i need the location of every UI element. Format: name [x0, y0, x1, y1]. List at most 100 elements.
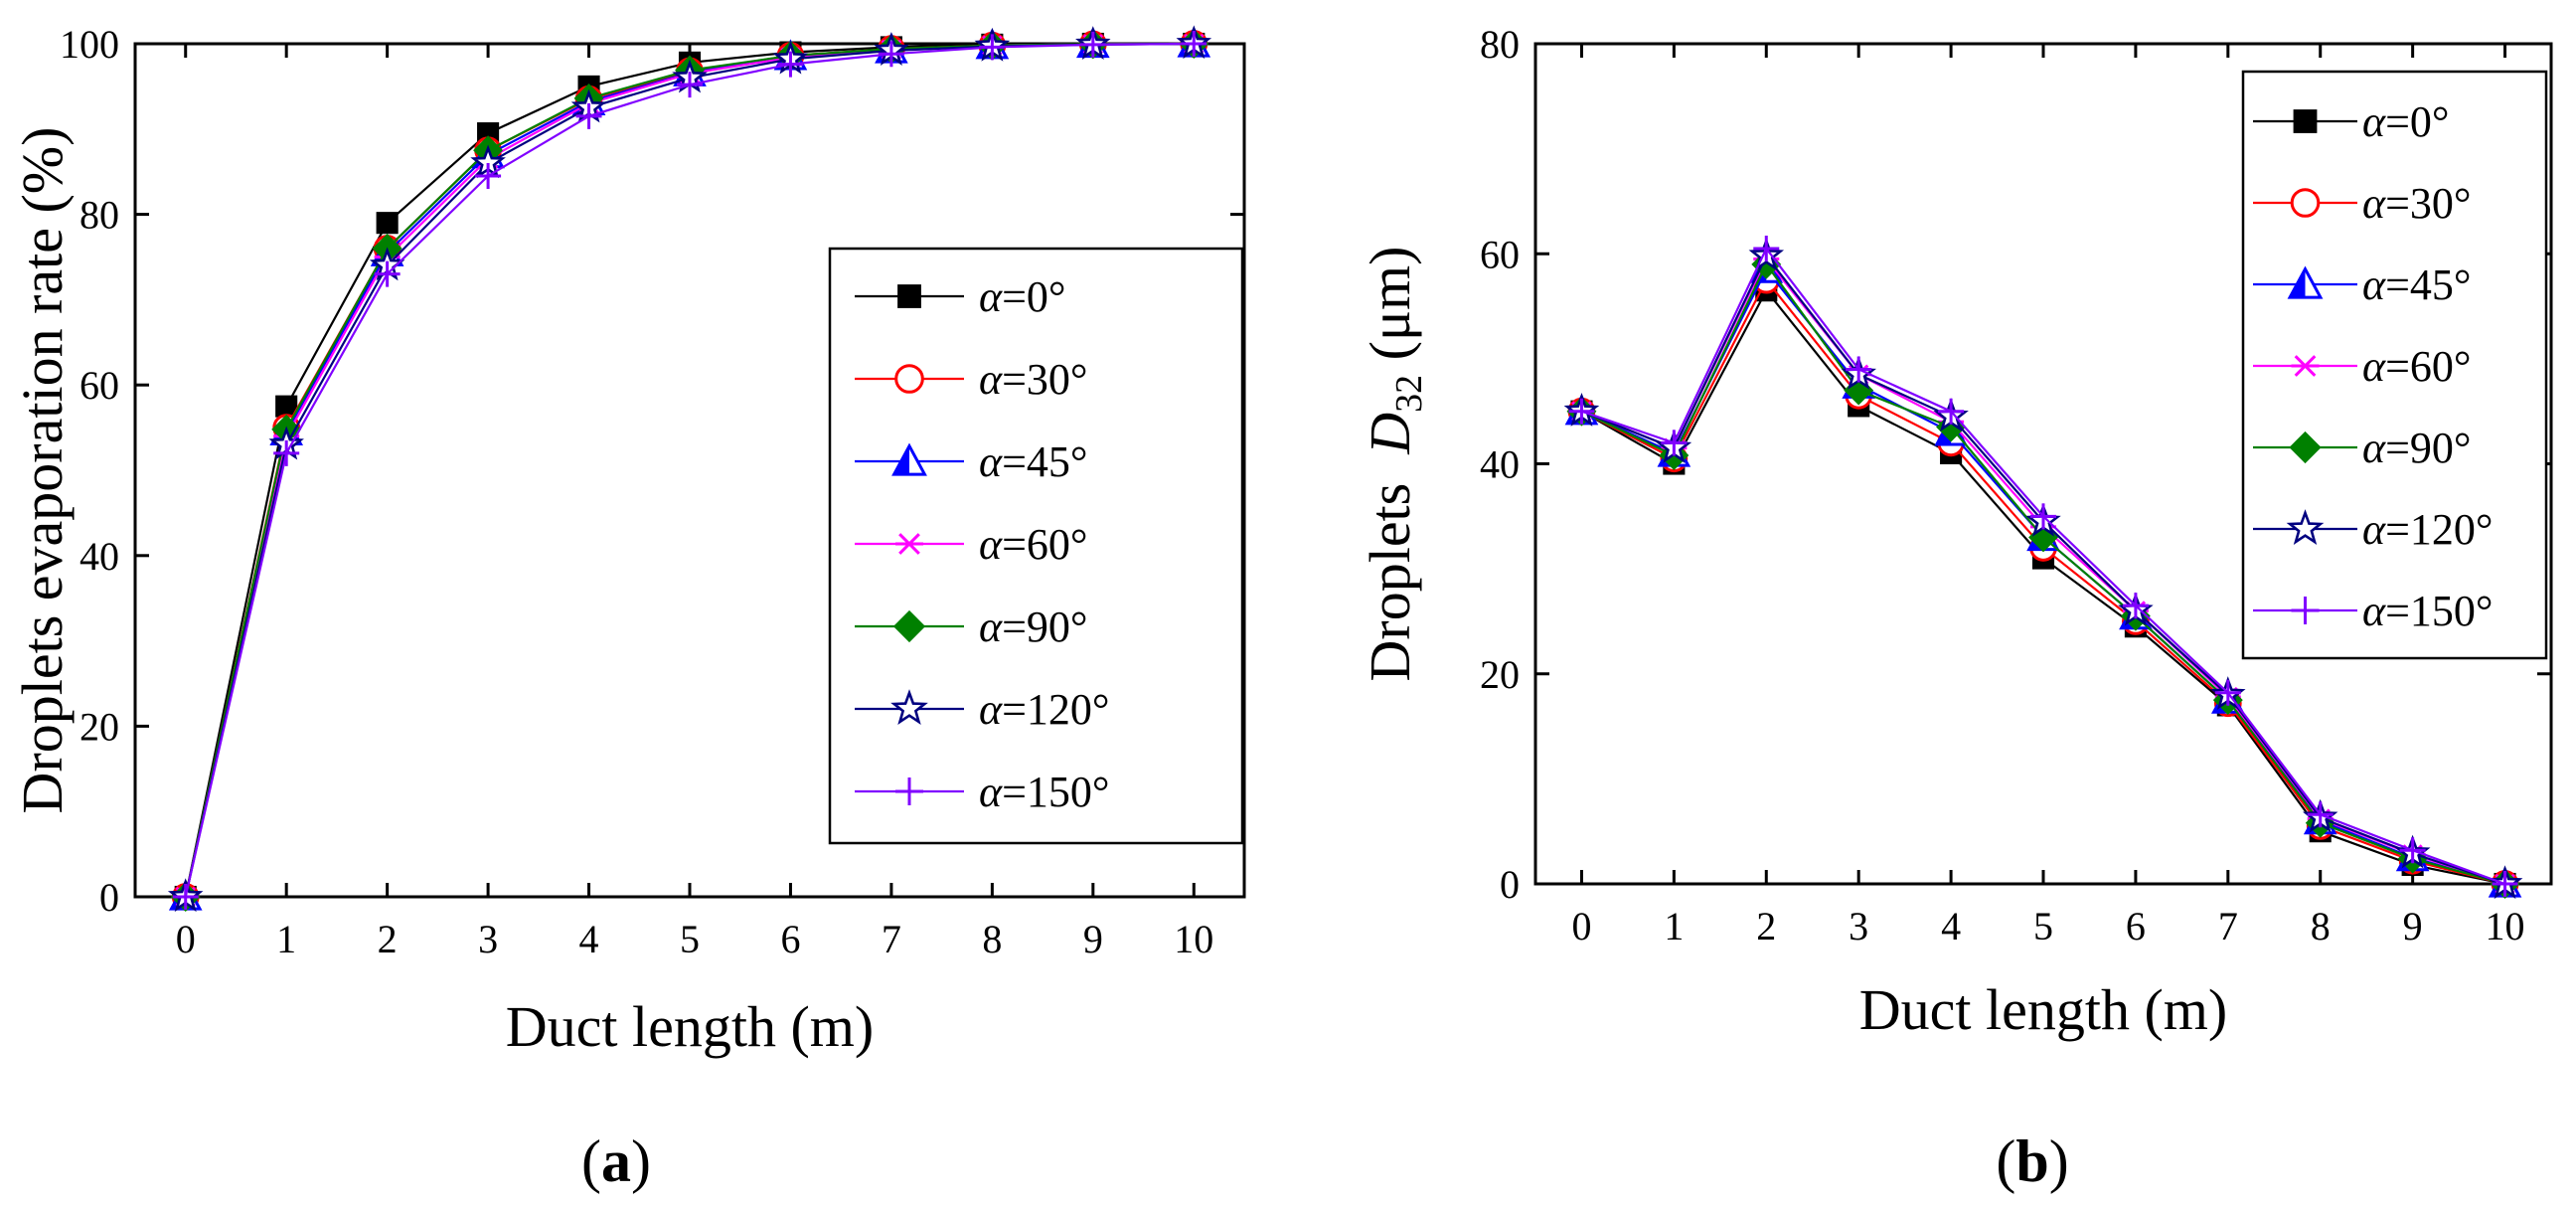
x-tick-label: 10	[2486, 904, 2525, 948]
legend-label-value: =0°	[2385, 97, 2449, 146]
marker-plus-4	[1938, 398, 1965, 425]
legend-item-6: α=150°	[855, 768, 1110, 816]
legend-label-value: =120°	[2385, 505, 2493, 554]
legend-item-1: α=30°	[855, 355, 1088, 404]
marker-plus-10	[2492, 871, 2518, 897]
marker-plus-9	[2399, 837, 2426, 864]
marker-square-filled-1	[275, 395, 298, 418]
marker-plus-4	[575, 102, 602, 129]
marker-circle-open-legend	[894, 364, 924, 394]
series-6	[172, 31, 1208, 910]
legend-box	[828, 247, 1244, 845]
legend-label-value: =30°	[1002, 355, 1087, 404]
legend-label: α=45°	[979, 437, 1088, 486]
x-tick-label: 5	[2033, 904, 2053, 948]
x-tick-label: 7	[882, 917, 901, 961]
legend-label-symbol: α	[979, 437, 1003, 486]
legend-label: α=45°	[2362, 260, 2472, 309]
legend-label: α=150°	[2362, 587, 2494, 635]
y-tick-label: 60	[80, 363, 119, 408]
legend-label-symbol: α	[2362, 97, 2386, 146]
y-axis-title-prefix: Droplets	[1358, 454, 1422, 682]
y-axis-title: Droplets evaporation rate (%)	[10, 127, 75, 814]
legend-item-3: α=60°	[2253, 342, 2472, 391]
x-tick-label: 6	[2126, 904, 2146, 948]
x-axis-title: Duct length (m)	[506, 994, 874, 1059]
legend-item-0: α=0°	[2253, 97, 2450, 146]
x-tick-label: 0	[1571, 904, 1591, 948]
x-tick-label: 5	[680, 917, 700, 961]
legend-item-2: α=45°	[855, 437, 1088, 486]
x-tick-label: 9	[1083, 917, 1103, 961]
legend-label-value: =150°	[2385, 587, 2493, 635]
legend-label-value: =60°	[2385, 342, 2471, 391]
y-tick-label: 80	[80, 193, 119, 238]
legend-label: α=120°	[979, 685, 1110, 734]
legend-label-value: =0°	[1002, 272, 1065, 321]
x-tick-label: 4	[1941, 904, 1961, 948]
y-tick-label: 0	[1500, 862, 1520, 907]
y-tick-label: 0	[99, 875, 119, 920]
panel-label-letter: b	[2015, 1128, 2048, 1194]
marker-plus-8	[979, 34, 1006, 61]
legend-label-symbol: α	[979, 768, 1003, 816]
x-tick-label: 4	[579, 917, 599, 961]
legend-label-symbol: α	[2362, 342, 2386, 391]
legend-label: α=0°	[979, 272, 1066, 321]
marker-plus-5	[677, 72, 703, 98]
x-tick-label: 9	[2403, 904, 2423, 948]
panel-label-open: (	[581, 1128, 601, 1194]
y-axis-title-subscript: 32	[1388, 375, 1430, 413]
y-tick-label: 20	[1480, 652, 1520, 697]
x-tick-label: 6	[780, 917, 800, 961]
y-tick-label: 100	[60, 22, 119, 67]
legend-label: α=90°	[2362, 424, 2472, 472]
x-tick-label: 1	[1664, 904, 1684, 948]
legend-label-symbol: α	[979, 272, 1003, 321]
marker-circle-open-legend	[2290, 188, 2321, 218]
legend-label: α=0°	[2362, 97, 2450, 146]
legend: α=0°α=30°α=45°α=60°α=90°α=120°α=150°	[2241, 70, 2548, 660]
legend-item-1: α=30°	[2253, 179, 2472, 228]
legend-label: α=60°	[979, 520, 1088, 569]
legend-label-symbol: α	[2362, 505, 2386, 554]
legend-label-symbol: α	[2362, 260, 2386, 309]
panel-label: (a)	[581, 1128, 651, 1194]
panel-label-close: )	[2049, 1128, 2069, 1194]
marker-plus-9	[1079, 31, 1106, 58]
x-tick-label: 3	[478, 917, 498, 961]
legend-label: α=60°	[2362, 342, 2472, 391]
marker-plus-1	[273, 439, 300, 466]
legend-label: α=120°	[2362, 505, 2494, 554]
legend-item-4: α=90°	[855, 603, 1088, 651]
legend-item-0: α=0°	[855, 272, 1066, 321]
legend-label-symbol: α	[979, 685, 1003, 734]
legend-label-value: =150°	[1002, 768, 1109, 816]
marker-plus-6	[2122, 593, 2149, 619]
y-axis-title-var: D	[1358, 413, 1422, 455]
legend-item-3: α=60°	[855, 520, 1088, 569]
marker-square-filled-legend	[897, 284, 921, 308]
x-tick-label: 8	[2311, 904, 2331, 948]
marker-plus-2	[374, 260, 401, 287]
legend-label-value: =45°	[2385, 260, 2471, 309]
x-tick-label: 8	[982, 917, 1002, 961]
legend-label: α=30°	[979, 355, 1088, 404]
legend-label-symbol: α	[2362, 179, 2386, 228]
x-tick-label: 7	[2218, 904, 2238, 948]
marker-triangle-half-legend-fill	[2290, 268, 2306, 298]
y-tick-label: 20	[80, 704, 119, 749]
legend-label-value: =45°	[1002, 437, 1087, 486]
marker-plus-7	[2214, 679, 2241, 706]
legend-label-symbol: α	[979, 355, 1003, 404]
marker-plus-0	[1568, 398, 1595, 425]
x-tick-label: 10	[1174, 917, 1213, 961]
marker-star-open-legend	[890, 689, 928, 726]
legend-label-value: =120°	[1002, 685, 1109, 734]
legend-item-6: α=150°	[2253, 587, 2494, 635]
marker-triangle-half-legend-fill	[893, 445, 909, 475]
legend-item-5: α=120°	[855, 685, 1110, 734]
marker-plus-3	[475, 162, 502, 189]
legend-item-4: α=90°	[2253, 424, 2472, 472]
legend: α=0°α=30°α=45°α=60°α=90°α=120°α=150°	[828, 247, 1244, 845]
